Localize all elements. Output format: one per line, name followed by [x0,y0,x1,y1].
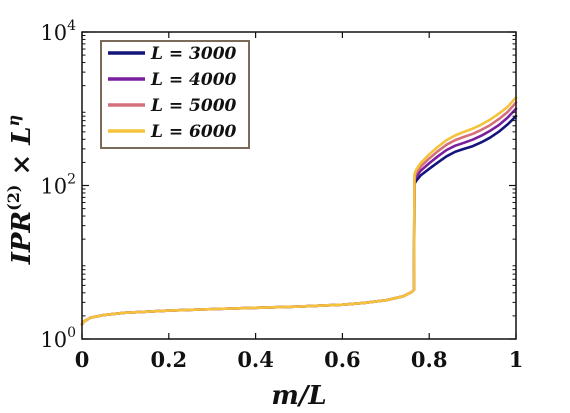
legend-label-1: L = 3000 [150,44,237,64]
x-tick-label: 0.2 [151,347,188,372]
legend: L = 3000 L = 4000 L = 5000 L = 6000 [100,40,250,149]
labels-layer: m/L IPR(2) × Lη [4,115,327,411]
y-axis-label: IPR(2) × Lη [4,115,37,265]
y-tick-label: 104 [40,18,76,45]
x-tick-label: 0.4 [237,347,274,372]
x-axis-label: m/L [271,381,326,411]
x-tick-label: 1 [509,347,524,372]
x-tick-label: 0.6 [324,347,361,372]
series-layer [80,96,518,326]
legend-label-2: L = 4000 [150,70,237,90]
ticks-layer: 0 0.2 0.4 0.6 0.8 1 100 102 104 [40,18,523,372]
x-tick-label: 0.8 [411,347,448,372]
x-tick-label: 0 [75,347,90,372]
legend-label-4: L = 6000 [150,122,237,142]
legend-label-3: L = 5000 [150,96,237,116]
y-tick-label: 100 [40,325,76,352]
series-line-4 [80,96,518,326]
y-tick-label: 102 [40,172,76,199]
